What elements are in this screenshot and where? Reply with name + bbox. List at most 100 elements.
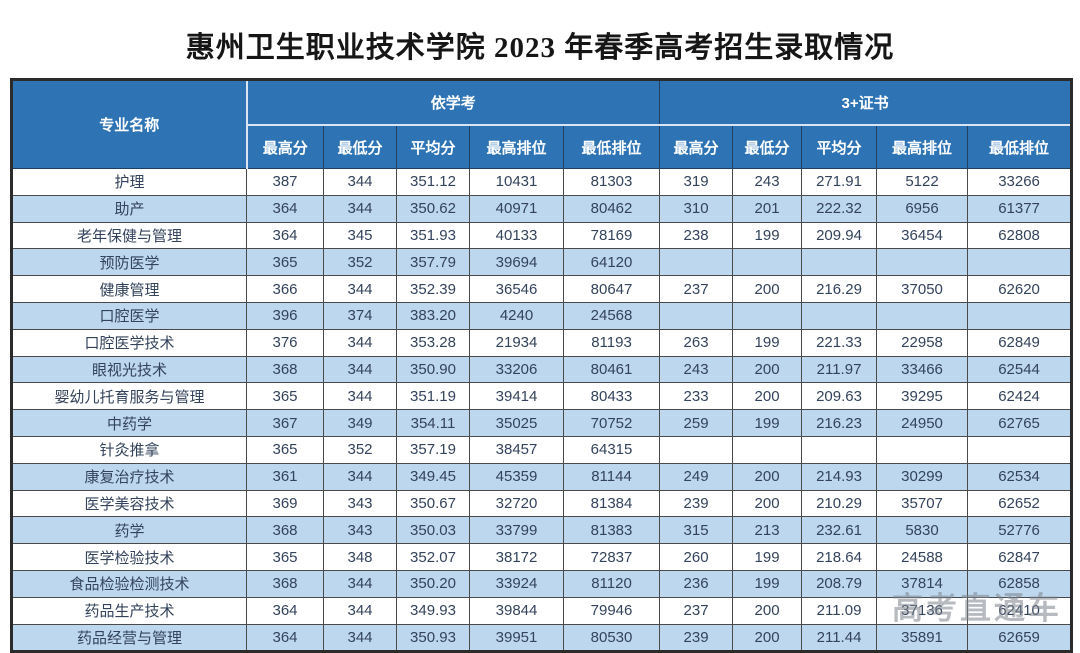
value-cell: 81384 <box>562 489 661 518</box>
value-cell: 352 <box>323 248 397 277</box>
admission-table: 专业名称 依学考 3+证书 最高分 最低分 平均分 最高排位 最低排位 最高分 最低分 平均分… <box>10 78 1074 653</box>
value-cell: 80433 <box>562 382 661 411</box>
major-name-cell: 药品经营与管理 <box>11 623 247 653</box>
value-cell <box>732 301 803 330</box>
major-name-cell: 医学美容技术 <box>11 489 247 518</box>
column-header-min-score-group2: 最低分 <box>732 124 803 169</box>
value-cell: 343 <box>323 489 397 518</box>
value-cell: 81383 <box>562 516 661 545</box>
value-cell: 209.63 <box>801 382 878 411</box>
table-row: 口腔医学 396 374 383.20 4240 24568 <box>11 301 1073 330</box>
table-row: 健康管理 366 344 352.39 36546 80647 237 200 216.29 37… <box>11 275 1073 303</box>
value-cell: 33466 <box>876 355 969 384</box>
value-cell: 40971 <box>469 194 564 223</box>
value-cell: 199 <box>732 543 803 571</box>
value-cell: 350.90 <box>396 355 470 384</box>
value-cell <box>659 435 734 464</box>
value-cell: 78169 <box>562 221 661 250</box>
value-cell: 350.67 <box>396 489 470 518</box>
value-cell: 24568 <box>562 301 661 330</box>
table-row: 中药学 367 349 354.11 35025 70752 259 199 216.23 249… <box>11 409 1073 437</box>
value-cell: 259 <box>659 409 734 437</box>
table-row: 药品生产技术 364 344 349.93 39844 79946 237 200 211.09… <box>11 596 1073 625</box>
column-header-max-rank-group1: 最高排位 <box>469 124 564 169</box>
value-cell: 344 <box>323 623 397 653</box>
column-header-major-name: 专业名称 <box>11 79 248 169</box>
value-cell <box>801 301 878 330</box>
major-name-cell: 针灸推拿 <box>11 435 247 464</box>
table-row: 护理 387 344 351.12 10431 81303 319 243 271.91 5122… <box>11 168 1073 196</box>
value-cell: 4240 <box>469 301 564 330</box>
value-cell: 208.79 <box>801 569 878 598</box>
value-cell: 37814 <box>876 569 969 598</box>
value-cell: 209.94 <box>801 221 878 250</box>
value-cell: 348 <box>323 543 397 571</box>
column-header-max-score-group1: 最高分 <box>246 124 324 169</box>
value-cell: 45359 <box>469 462 564 491</box>
value-cell: 271.91 <box>801 168 878 196</box>
value-cell: 62620 <box>967 275 1073 303</box>
column-group-yixuekao: 依学考 <box>245 79 661 126</box>
page-title: 惠州卫生职业技术学院 2023 年春季高考招生录取情况 <box>185 32 895 64</box>
value-cell <box>659 248 734 277</box>
value-cell: 213 <box>732 516 803 545</box>
value-cell: 22958 <box>876 328 969 357</box>
major-name-cell: 口腔医学技术 <box>11 328 247 357</box>
value-cell: 36546 <box>469 275 564 303</box>
value-cell: 62765 <box>967 409 1073 437</box>
value-cell: 374 <box>323 301 397 330</box>
value-cell: 35025 <box>469 409 564 437</box>
value-cell: 35891 <box>876 623 969 653</box>
major-name-cell: 药品生产技术 <box>11 596 247 625</box>
value-cell: 70752 <box>562 409 661 437</box>
value-cell: 24588 <box>876 543 969 571</box>
value-cell: 39414 <box>469 382 564 411</box>
value-cell: 39694 <box>469 248 564 277</box>
value-cell: 62410 <box>967 596 1073 625</box>
value-cell: 239 <box>659 489 734 518</box>
value-cell <box>967 248 1073 277</box>
value-cell: 72837 <box>562 543 661 571</box>
value-cell: 364 <box>246 596 324 625</box>
header-sub-row: 最高分 最低分 平均分 最高排位 最低排位 最高分 最低分 平均分 最高排位 最低排位 <box>12 124 1073 169</box>
value-cell: 80647 <box>562 275 661 303</box>
major-name-cell: 康复治疗技术 <box>11 462 247 491</box>
value-cell: 62858 <box>967 569 1073 598</box>
column-header-min-rank-group2: 最低排位 <box>967 124 1073 169</box>
major-name-cell: 老年保健与管理 <box>11 221 247 250</box>
major-name-cell: 健康管理 <box>11 275 247 303</box>
value-cell: 353.28 <box>396 328 470 357</box>
value-cell: 21934 <box>469 328 564 357</box>
value-cell: 350.03 <box>396 516 470 545</box>
value-cell: 237 <box>659 596 734 625</box>
value-cell: 210.29 <box>801 489 878 518</box>
table-row: 老年保健与管理 364 345 351.93 40133 78169 238 199 209.9… <box>11 221 1073 250</box>
value-cell: 239 <box>659 623 734 653</box>
value-cell <box>967 435 1073 464</box>
table-row: 食品检验检测技术 368 344 350.20 33924 81120 236 199 208.… <box>11 569 1073 598</box>
value-cell <box>659 301 734 330</box>
value-cell: 62652 <box>967 489 1073 518</box>
major-name-cell: 婴幼儿托育服务与管理 <box>11 382 247 411</box>
value-cell: 81193 <box>562 328 661 357</box>
value-cell: 216.23 <box>801 409 878 437</box>
value-cell: 344 <box>323 355 397 384</box>
value-cell: 222.32 <box>801 194 878 223</box>
value-cell: 200 <box>732 382 803 411</box>
value-cell: 200 <box>732 275 803 303</box>
value-cell: 5122 <box>876 168 969 196</box>
table-row: 医学检验技术 365 348 352.07 38172 72837 260 199 218.64… <box>11 543 1073 571</box>
value-cell <box>732 435 803 464</box>
major-name-cell: 预防医学 <box>11 248 247 277</box>
value-cell: 200 <box>732 355 803 384</box>
value-cell: 343 <box>323 516 397 545</box>
value-cell: 368 <box>246 516 324 545</box>
value-cell: 344 <box>323 596 397 625</box>
table-row: 针灸推拿 365 352 357.19 38457 64315 <box>11 435 1073 464</box>
value-cell <box>967 301 1073 330</box>
value-cell: 368 <box>246 355 324 384</box>
value-cell: 81144 <box>562 462 661 491</box>
value-cell: 40133 <box>469 221 564 250</box>
table-row: 婴幼儿托育服务与管理 365 344 351.19 39414 80433 233 200 20… <box>11 382 1073 411</box>
table-row: 助产 364 344 350.62 40971 80462 310 201 222.32 6956… <box>11 194 1073 223</box>
